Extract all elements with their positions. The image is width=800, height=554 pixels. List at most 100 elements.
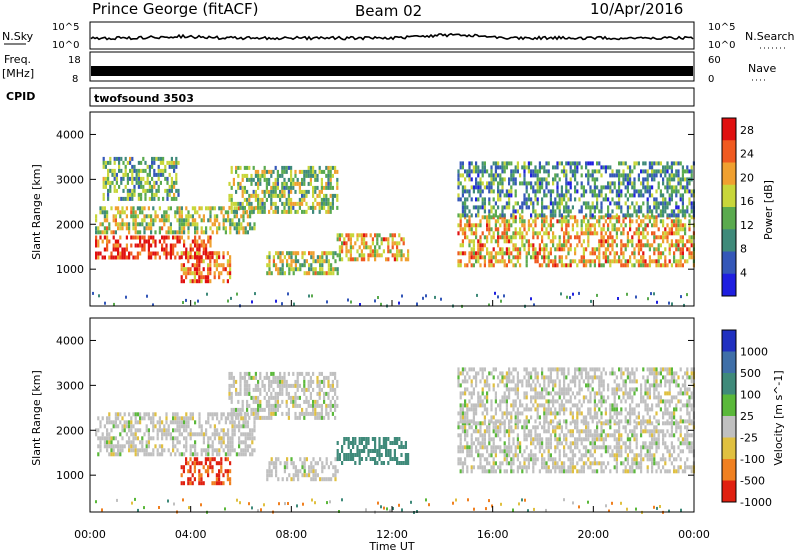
echo-cell bbox=[301, 255, 304, 260]
echo-cell bbox=[472, 251, 475, 256]
echo-cell bbox=[243, 375, 246, 380]
echo-cell bbox=[128, 428, 131, 433]
echo-cell bbox=[169, 247, 172, 252]
echo-cell bbox=[673, 213, 676, 218]
echo-cell bbox=[268, 263, 271, 268]
echo-cell bbox=[567, 197, 570, 202]
echo-cell bbox=[200, 461, 203, 466]
echo-cell bbox=[508, 449, 511, 454]
echo-cell bbox=[459, 197, 462, 202]
echo-cell bbox=[205, 428, 208, 433]
echo-cell bbox=[466, 441, 469, 446]
echo-cell bbox=[371, 253, 374, 258]
echo-cell bbox=[602, 251, 605, 256]
echo-cell bbox=[400, 237, 403, 242]
echo-cell bbox=[527, 223, 530, 228]
echo-cell bbox=[220, 461, 223, 466]
echo-cell bbox=[374, 257, 377, 262]
echo-cell bbox=[196, 247, 199, 252]
echo-cell bbox=[290, 201, 293, 206]
echo-cell bbox=[589, 185, 592, 190]
echo-cell bbox=[196, 255, 199, 260]
echo-cell bbox=[510, 469, 513, 474]
echo-cell bbox=[492, 449, 495, 454]
echo-cell bbox=[253, 436, 256, 441]
echo-cell bbox=[477, 255, 480, 260]
echo-cell bbox=[532, 219, 535, 224]
echo-cell bbox=[268, 399, 271, 404]
echo-cell bbox=[666, 189, 669, 194]
echo-cell bbox=[301, 189, 304, 194]
echo-cell bbox=[200, 481, 203, 486]
echo-cell bbox=[416, 302, 418, 306]
echo-cell bbox=[385, 441, 388, 445]
echo-cell bbox=[209, 436, 212, 441]
echo-cell bbox=[239, 205, 242, 210]
echo-cell bbox=[117, 247, 120, 252]
echo-cell bbox=[497, 227, 500, 232]
echo-cell bbox=[657, 461, 660, 466]
echo-cell bbox=[213, 263, 216, 268]
echo-cell bbox=[591, 469, 594, 474]
echo-cell bbox=[675, 189, 678, 194]
echo-cell bbox=[242, 448, 245, 453]
echo-cell bbox=[336, 449, 339, 453]
echo-cell bbox=[481, 453, 484, 458]
echo-cell bbox=[457, 367, 460, 372]
echo-cell bbox=[162, 156, 165, 161]
echo-cell bbox=[378, 441, 381, 445]
echo-cell bbox=[268, 193, 271, 198]
echo-cell bbox=[633, 189, 636, 194]
echo-cell bbox=[508, 227, 511, 232]
echo-cell bbox=[279, 251, 282, 256]
echo-cell bbox=[240, 416, 243, 421]
echo-cell bbox=[114, 416, 117, 421]
echo-cell bbox=[490, 445, 493, 450]
echo-cell bbox=[175, 196, 178, 201]
echo-cell bbox=[111, 168, 114, 173]
echo-cell bbox=[220, 440, 223, 445]
echo-cell bbox=[187, 432, 190, 437]
echo-cell bbox=[538, 433, 541, 438]
echo-cell bbox=[459, 165, 462, 170]
echo-cell bbox=[389, 233, 392, 238]
echo-cell bbox=[130, 235, 133, 240]
echo-cell bbox=[359, 303, 361, 306]
echo-cell bbox=[576, 219, 579, 224]
echo-cell bbox=[679, 219, 682, 224]
echo-cell bbox=[503, 441, 506, 446]
echo-cell bbox=[466, 403, 469, 408]
echo-cell bbox=[681, 213, 684, 218]
echo-cell bbox=[646, 181, 649, 186]
noise-right-tick-top: 10^5 bbox=[708, 22, 735, 33]
echo-cell bbox=[180, 465, 183, 470]
echo-cell bbox=[673, 469, 676, 474]
echo-cell bbox=[567, 465, 570, 470]
echo-cell bbox=[609, 173, 612, 178]
echo-cell bbox=[503, 219, 506, 224]
echo-cell bbox=[113, 188, 116, 193]
echo-cell bbox=[633, 161, 636, 166]
echo-cell bbox=[336, 267, 339, 272]
echo-cell bbox=[303, 169, 306, 174]
echo-cell bbox=[657, 441, 660, 446]
echo-cell bbox=[536, 181, 539, 186]
echo-cell bbox=[156, 214, 159, 219]
echo-cell bbox=[191, 461, 194, 466]
echo-cell bbox=[644, 263, 647, 268]
echo-cell bbox=[503, 227, 506, 232]
echo-cell bbox=[679, 465, 682, 470]
echo-cell bbox=[558, 177, 561, 182]
echo-cell bbox=[259, 205, 262, 210]
echo-cell bbox=[457, 173, 460, 178]
echo-cell bbox=[224, 469, 227, 474]
echo-cell bbox=[281, 391, 284, 396]
echo-cell bbox=[668, 177, 671, 182]
echo-cell bbox=[514, 227, 517, 232]
echo-cell bbox=[666, 169, 669, 174]
echo-cell bbox=[251, 432, 254, 437]
echo-cell bbox=[402, 237, 405, 242]
echo-cell bbox=[112, 452, 115, 457]
echo-cell bbox=[492, 181, 495, 186]
echo-cell bbox=[345, 233, 348, 238]
